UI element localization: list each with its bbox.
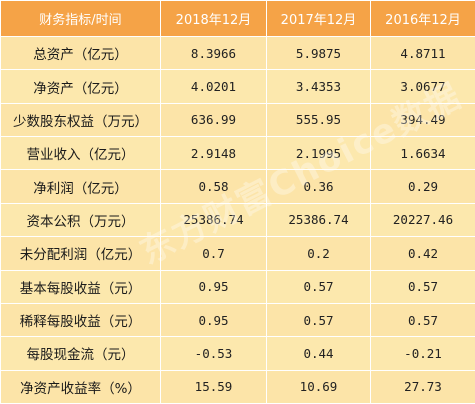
row-label: 净资产收益率（%） — [0, 369, 161, 404]
table-row: 基本每股收益（元） 0.95 0.57 0.57 — [0, 269, 475, 304]
table-row: 总资产（亿元） 8.3966 5.9875 4.8711 — [0, 35, 475, 71]
row-value: 0.95 — [160, 302, 267, 338]
row-label: 净资产（亿元） — [0, 69, 161, 104]
row-value: 8.3966 — [160, 35, 267, 71]
row-value: 0.29 — [370, 169, 475, 204]
header-period-2016: 2016年12月 — [370, 0, 475, 37]
row-value: 5.9875 — [266, 35, 371, 71]
header-row: 财务指标/时间 2018年12月 2017年12月 2016年12月 — [0, 0, 475, 37]
table-row: 未分配利润（亿元） 0.7 0.2 0.42 — [0, 236, 475, 271]
row-value: 394.49 — [370, 102, 475, 138]
row-label: 净利润（亿元） — [0, 169, 161, 204]
row-value: 0.44 — [266, 336, 371, 371]
row-label: 稀释每股收益（元） — [0, 302, 161, 338]
row-value: 0.57 — [266, 269, 371, 304]
row-value: 20227.46 — [370, 202, 475, 238]
table-row: 净资产收益率（%） 15.59 10.69 27.73 — [0, 369, 475, 404]
row-value: 1.6634 — [370, 136, 475, 171]
table-row: 净资产（亿元） 4.0201 3.4353 3.0677 — [0, 69, 475, 104]
row-value: 0.95 — [160, 269, 267, 304]
table-row: 资本公积（万元） 25386.74 25386.74 20227.46 — [0, 202, 475, 238]
row-label: 资本公积（万元） — [0, 202, 161, 238]
table-row: 每股现金流（元） -0.53 0.44 -0.21 — [0, 336, 475, 371]
row-value: 2.1995 — [266, 136, 371, 171]
row-value: 555.95 — [266, 102, 371, 138]
row-value: 636.99 — [160, 102, 267, 138]
row-value: 2.9148 — [160, 136, 267, 171]
row-value: 4.8711 — [370, 35, 475, 71]
row-value: 25386.74 — [266, 202, 371, 238]
row-value: 4.0201 — [160, 69, 267, 104]
table-row: 少数股东权益（万元） 636.99 555.95 394.49 — [0, 102, 475, 138]
row-label: 总资产（亿元） — [0, 35, 161, 71]
header-period-2017: 2017年12月 — [266, 0, 371, 37]
row-value: 0.42 — [370, 236, 475, 271]
row-value: 0.58 — [160, 169, 267, 204]
row-value: 15.59 — [160, 369, 267, 404]
header-label-cell: 财务指标/时间 — [0, 0, 161, 37]
table-body: 总资产（亿元） 8.3966 5.9875 4.8711 净资产（亿元） 4.0… — [0, 35, 475, 404]
row-value: -0.53 — [160, 336, 267, 371]
row-value: 3.0677 — [370, 69, 475, 104]
row-value: 10.69 — [266, 369, 371, 404]
header-period-2018: 2018年12月 — [160, 0, 267, 37]
row-value: -0.21 — [370, 336, 475, 371]
table-row: 营业收入（亿元） 2.9148 2.1995 1.6634 — [0, 136, 475, 171]
row-label: 每股现金流（元） — [0, 336, 161, 371]
row-value: 0.36 — [266, 169, 371, 204]
row-label: 少数股东权益（万元） — [0, 102, 161, 138]
row-value: 25386.74 — [160, 202, 267, 238]
table-row: 净利润（亿元） 0.58 0.36 0.29 — [0, 169, 475, 204]
row-value: 0.2 — [266, 236, 371, 271]
row-value: 0.57 — [370, 269, 475, 304]
row-value: 27.73 — [370, 369, 475, 404]
row-value: 3.4353 — [266, 69, 371, 104]
row-value: 0.57 — [370, 302, 475, 338]
row-value: 0.7 — [160, 236, 267, 271]
table-row: 稀释每股收益（元） 0.95 0.57 0.57 — [0, 302, 475, 338]
row-value: 0.57 — [266, 302, 371, 338]
row-label: 营业收入（亿元） — [0, 136, 161, 171]
row-label: 未分配利润（亿元） — [0, 236, 161, 271]
table-header: 财务指标/时间 2018年12月 2017年12月 2016年12月 — [0, 0, 475, 37]
row-label: 基本每股收益（元） — [0, 269, 161, 304]
